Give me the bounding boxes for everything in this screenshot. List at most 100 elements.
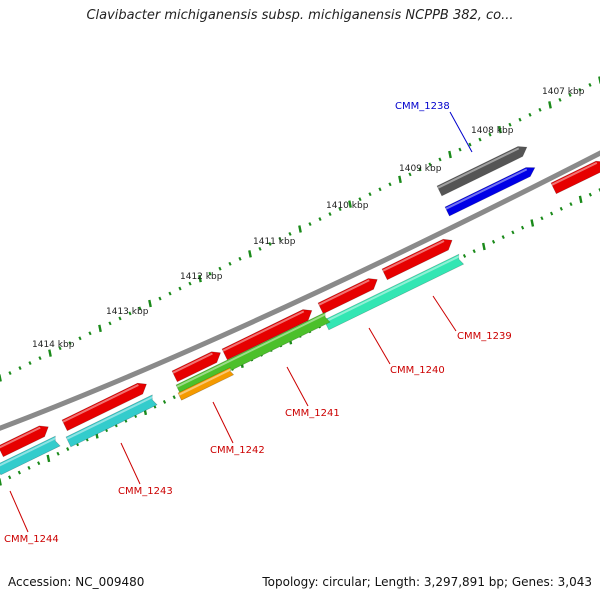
scale-tick [398,175,402,184]
gene-feature-red[interactable] [317,278,378,315]
inner-ring-tick [27,465,31,470]
scale-label: 1408 kbp [471,126,514,136]
scale-tick [228,261,232,266]
scale-tick [48,349,52,357]
inner-ring-tick [569,202,573,207]
scale-tick [538,107,542,112]
gene-label[interactable]: CMM_1243 [118,486,173,497]
inner-ring-tick [162,400,167,404]
scale-tick [38,356,42,361]
scale-tick [518,117,522,122]
inner-ring-tick [56,451,60,456]
inner-ring-tick [37,461,41,466]
inner-ring-tick [578,195,583,204]
inner-ring-tick [530,219,535,227]
gene-feature-cmm1238-dark[interactable] [436,146,528,197]
scale-tick [148,299,152,308]
scale-tick [568,92,572,97]
gene-label-leader [9,490,29,533]
gene-label-leader [368,327,391,365]
label-layer: 1407 kbp 1408 kbp 1409 kbp 1410 kbp 1411 kbp… [4,87,585,545]
scale-tick [98,324,102,333]
scale-tick [248,250,252,258]
scale-tick [108,321,112,326]
scale-tick [278,237,282,241]
gene-feature-red[interactable] [61,382,147,432]
inner-ring-tick [520,225,525,230]
gene-label[interactable]: CMM_1238 [395,101,450,112]
scale-tick [308,222,312,226]
gene-label-leader [120,442,141,485]
inner-ring-tick [8,475,12,480]
map-title: Clavibacter michiganensis subsp. michiga… [86,8,514,23]
scale-tick [338,207,342,212]
scale-tick-layer [0,76,600,486]
gene-label[interactable]: CMM_1239 [457,331,512,342]
scale-tick [58,346,62,351]
scale-tick [118,316,122,321]
scale-tick [188,281,192,286]
gene-feature-cyan[interactable] [65,394,158,448]
scale-label: 1412 kbp [180,272,223,282]
scale-tick [0,374,2,382]
inner-ring-tick [66,447,70,451]
scale-tick [368,192,372,197]
inner-ring-tick [481,242,486,251]
scale-tick [498,125,502,134]
scale-tick [168,291,172,296]
scale-tick [198,274,202,283]
scale-tick [558,97,562,102]
gene-label[interactable]: CMM_1244 [4,534,59,545]
inner-ring-tick [550,211,554,216]
gene-label-leader [286,366,309,407]
gene-feature-red[interactable] [221,309,313,361]
scale-tick [408,172,412,177]
scale-tick [268,241,272,246]
scale-tick [288,232,292,236]
inner-ring-tick [17,470,21,475]
scale-tick [438,157,442,162]
feature-layer [0,146,600,476]
gene-feature-red[interactable] [550,160,600,195]
scale-tick [448,150,452,159]
scale-tick [588,83,592,87]
scale-tick [548,101,552,109]
scale-tick [218,266,222,271]
gene-feature-orange[interactable] [177,367,235,401]
inner-ring-tick [172,395,176,400]
gene-feature-red[interactable] [171,351,221,383]
scale-tick [8,371,12,375]
scale-tick [388,182,392,187]
gene-feature-red[interactable] [0,425,49,458]
gene-label[interactable]: CMM_1241 [285,408,340,419]
scale-tick [178,286,182,291]
scale-tick [508,122,512,127]
gene-feature-red[interactable] [381,238,453,281]
scale-tick [348,200,352,208]
scale-tick [428,162,432,167]
gene-feature-cyan[interactable] [0,435,61,476]
gene-feature-cmm1238-blue[interactable] [444,167,536,217]
inner-ring-tick [46,454,51,463]
genome-backbone [0,150,600,431]
scale-label: 1411 kbp [253,237,296,247]
inner-ring-tick [0,478,2,486]
gene-feature-teal[interactable] [323,253,465,331]
scale-tick [68,341,72,346]
scale-tick [488,132,492,137]
scale-tick [328,212,332,217]
gene-label[interactable]: CMM_1240 [390,365,445,376]
inner-ring-tick [559,206,563,211]
inner-ring-tick [540,216,544,221]
gene-label-leader [449,111,473,153]
scale-label: 1410 kbp [326,201,369,211]
scale-tick [358,197,362,202]
inner-ring-tick [511,230,515,235]
scale-tick [88,331,92,336]
scale-tick [158,296,162,301]
scale-tick [468,142,472,147]
scale-tick [28,361,32,366]
scale-tick [138,306,142,311]
gene-label[interactable]: CMM_1242 [210,445,265,456]
